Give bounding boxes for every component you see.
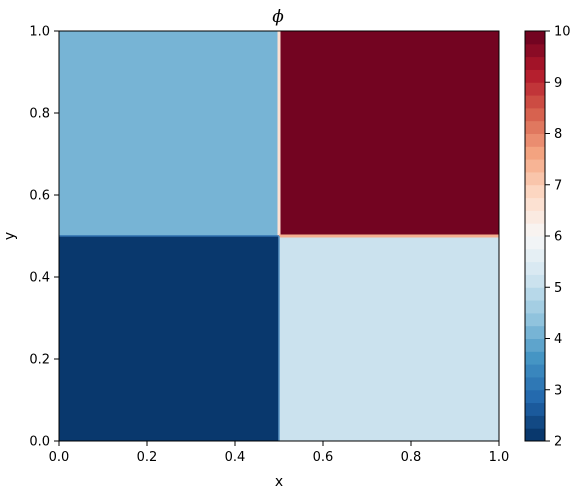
y-tick-label: 0.8 bbox=[29, 107, 50, 122]
y-tick-label: 0.0 bbox=[29, 435, 50, 450]
colorbar-tick-label: 4 bbox=[554, 332, 562, 347]
colorbar-level bbox=[525, 43, 545, 58]
colorbar-tick-label: 10 bbox=[554, 25, 571, 40]
colorbar-tick-label: 2 bbox=[554, 435, 562, 450]
colorbar-level bbox=[525, 428, 545, 442]
colorbar-level bbox=[525, 210, 545, 224]
colorbar-level bbox=[525, 274, 545, 288]
colorbar-level bbox=[525, 171, 545, 186]
x-axis-ticks: 0.0 0.2 0.4 0.6 0.8 1.0 bbox=[49, 441, 510, 465]
colorbar-level bbox=[525, 338, 545, 352]
colorbar-level bbox=[525, 120, 545, 134]
y-axis-label: y bbox=[2, 232, 18, 240]
colorbar-level bbox=[525, 261, 545, 275]
colorbar-level bbox=[525, 31, 545, 45]
heatmap-cell-3 bbox=[59, 236, 279, 441]
x-axis-label: x bbox=[275, 474, 283, 490]
colorbar-level bbox=[525, 364, 545, 378]
y-tick-label: 0.6 bbox=[29, 189, 50, 204]
x-tick-label: 0.0 bbox=[49, 450, 70, 465]
heatmap-cell-1 bbox=[59, 31, 279, 236]
colorbar-level bbox=[525, 287, 545, 301]
heatmap-cell-2 bbox=[279, 31, 499, 236]
colorbar-tick-label: 6 bbox=[554, 230, 562, 245]
plot-axes bbox=[58, 30, 500, 442]
x-tick-label: 0.6 bbox=[313, 450, 334, 465]
colorbar: 2 3 4 5 6 7 8 9 10 bbox=[524, 25, 571, 450]
colorbar-level bbox=[525, 69, 545, 83]
colorbar-level bbox=[525, 248, 545, 263]
y-axis-ticks: 0.0 0.2 0.4 0.6 0.8 1.0 bbox=[29, 25, 59, 450]
y-tick-label: 0.2 bbox=[29, 353, 50, 368]
chart-title: ϕ bbox=[272, 7, 284, 27]
colorbar-level bbox=[525, 184, 545, 199]
colorbar-level bbox=[525, 56, 545, 70]
colorbar-level bbox=[525, 325, 545, 339]
colorbar-level bbox=[525, 236, 545, 250]
colorbar-level bbox=[525, 312, 545, 327]
colorbar-level bbox=[525, 389, 545, 404]
colorbar-level bbox=[525, 197, 545, 211]
colorbar-level bbox=[525, 146, 545, 160]
colorbar-tick-label: 3 bbox=[554, 383, 562, 398]
x-tick-label: 0.8 bbox=[401, 450, 422, 465]
colorbar-level bbox=[525, 223, 545, 237]
colorbar-level bbox=[525, 107, 545, 122]
heatmap-cells bbox=[59, 31, 499, 441]
colorbar-level bbox=[525, 376, 545, 391]
colorbar-level bbox=[525, 95, 545, 109]
y-tick-label: 1.0 bbox=[29, 25, 50, 40]
colorbar-level bbox=[525, 82, 545, 96]
x-tick-label: 0.4 bbox=[225, 450, 246, 465]
colorbar-level bbox=[525, 415, 545, 429]
colorbar-level bbox=[525, 351, 545, 365]
y-tick-label: 0.4 bbox=[29, 271, 50, 286]
colorbar-tick-label: 7 bbox=[554, 178, 562, 193]
x-tick-label: 0.2 bbox=[137, 450, 158, 465]
heatmap-cell-4 bbox=[279, 236, 499, 441]
colorbar-tick-label: 9 bbox=[554, 76, 562, 91]
colorbar-level bbox=[525, 300, 545, 314]
colorbar-tick-label: 5 bbox=[554, 281, 562, 296]
colorbar-level bbox=[525, 402, 545, 416]
colorbar-level bbox=[525, 133, 545, 147]
colorbar-tick-label: 8 bbox=[554, 127, 562, 142]
x-tick-label: 1.0 bbox=[489, 450, 510, 465]
plot-frame bbox=[58, 30, 500, 442]
colorbar-level bbox=[525, 159, 545, 173]
